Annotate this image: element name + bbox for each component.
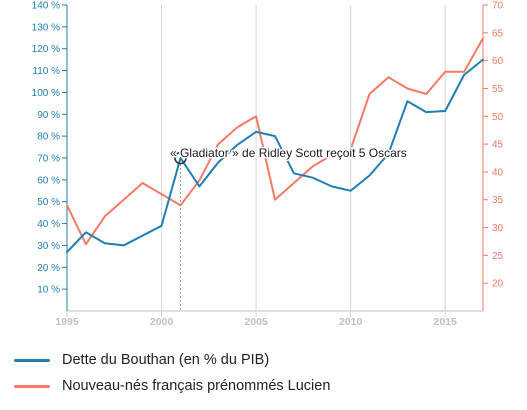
y-left-tick-label: 10 %: [37, 285, 60, 296]
y-left-tick-label: 80 %: [37, 132, 60, 143]
y-right-tick-label: 20: [492, 279, 504, 290]
y-left-tick-label: 140 %: [32, 1, 60, 12]
x-tick-label: 2015: [434, 316, 458, 328]
y-right-tick-label: 35: [492, 195, 504, 206]
y-right-tick-label: 65: [492, 28, 504, 39]
series-line-lucien: [66, 37, 484, 246]
legend-swatch-dette: [14, 358, 50, 362]
annotation-marker: [174, 151, 187, 165]
legend-label-lucien: Nouveau-nés français prénommés Lucien: [62, 378, 331, 394]
y-left-tick-label: 60 %: [37, 175, 60, 186]
annotation-label: « Gladiator » de Ridley Scott reçoit 5 O…: [170, 146, 407, 160]
y-left-tick-label: 130 %: [32, 22, 60, 33]
y-left-tick-label: 120 %: [32, 44, 60, 55]
y-left-tick-label: 90 %: [37, 110, 60, 121]
y-left-tick-label: 50 %: [37, 197, 60, 208]
legend-item-dette: Dette du Bouthan (en % du PIB): [14, 350, 269, 370]
legend-item-lucien: Nouveau-nés français prénommés Lucien: [14, 376, 330, 396]
series-line-dette: [66, 58, 484, 253]
legend-label-dette: Dette du Bouthan (en % du PIB): [62, 352, 270, 368]
y-right-tick-label: 50: [492, 112, 504, 123]
y-right-tick-label: 40: [492, 167, 504, 178]
y-left-tick-label: 110 %: [32, 66, 60, 77]
x-tick-label: 2010: [339, 316, 363, 328]
y-right-tick-label: 70: [492, 1, 504, 12]
y-right-tick-label: 55: [492, 84, 504, 95]
legend-swatch-lucien: [14, 384, 50, 388]
y-left-tick-label: 20 %: [37, 263, 60, 274]
line-chart: 1995 2000 2005 2010 2015 10 % 20 % 30 % 40 % 50 %…: [32, 1, 504, 329]
y-left-tick-label: 30 %: [37, 241, 60, 252]
x-tick-label: 2005: [244, 316, 268, 328]
y-right-tick-label: 30: [492, 223, 504, 234]
y-right-tick-label: 60: [492, 56, 504, 67]
y-right-tick-label: 25: [492, 251, 504, 262]
x-tick-label: 1995: [55, 316, 79, 328]
y-left-tick-label: 70 %: [37, 154, 60, 165]
y-left-tick-label: 40 %: [37, 219, 60, 230]
y-right-tick-label: 45: [492, 140, 504, 151]
x-tick-label: 2000: [150, 316, 174, 328]
y-left-tick-label: 100 %: [32, 88, 60, 99]
